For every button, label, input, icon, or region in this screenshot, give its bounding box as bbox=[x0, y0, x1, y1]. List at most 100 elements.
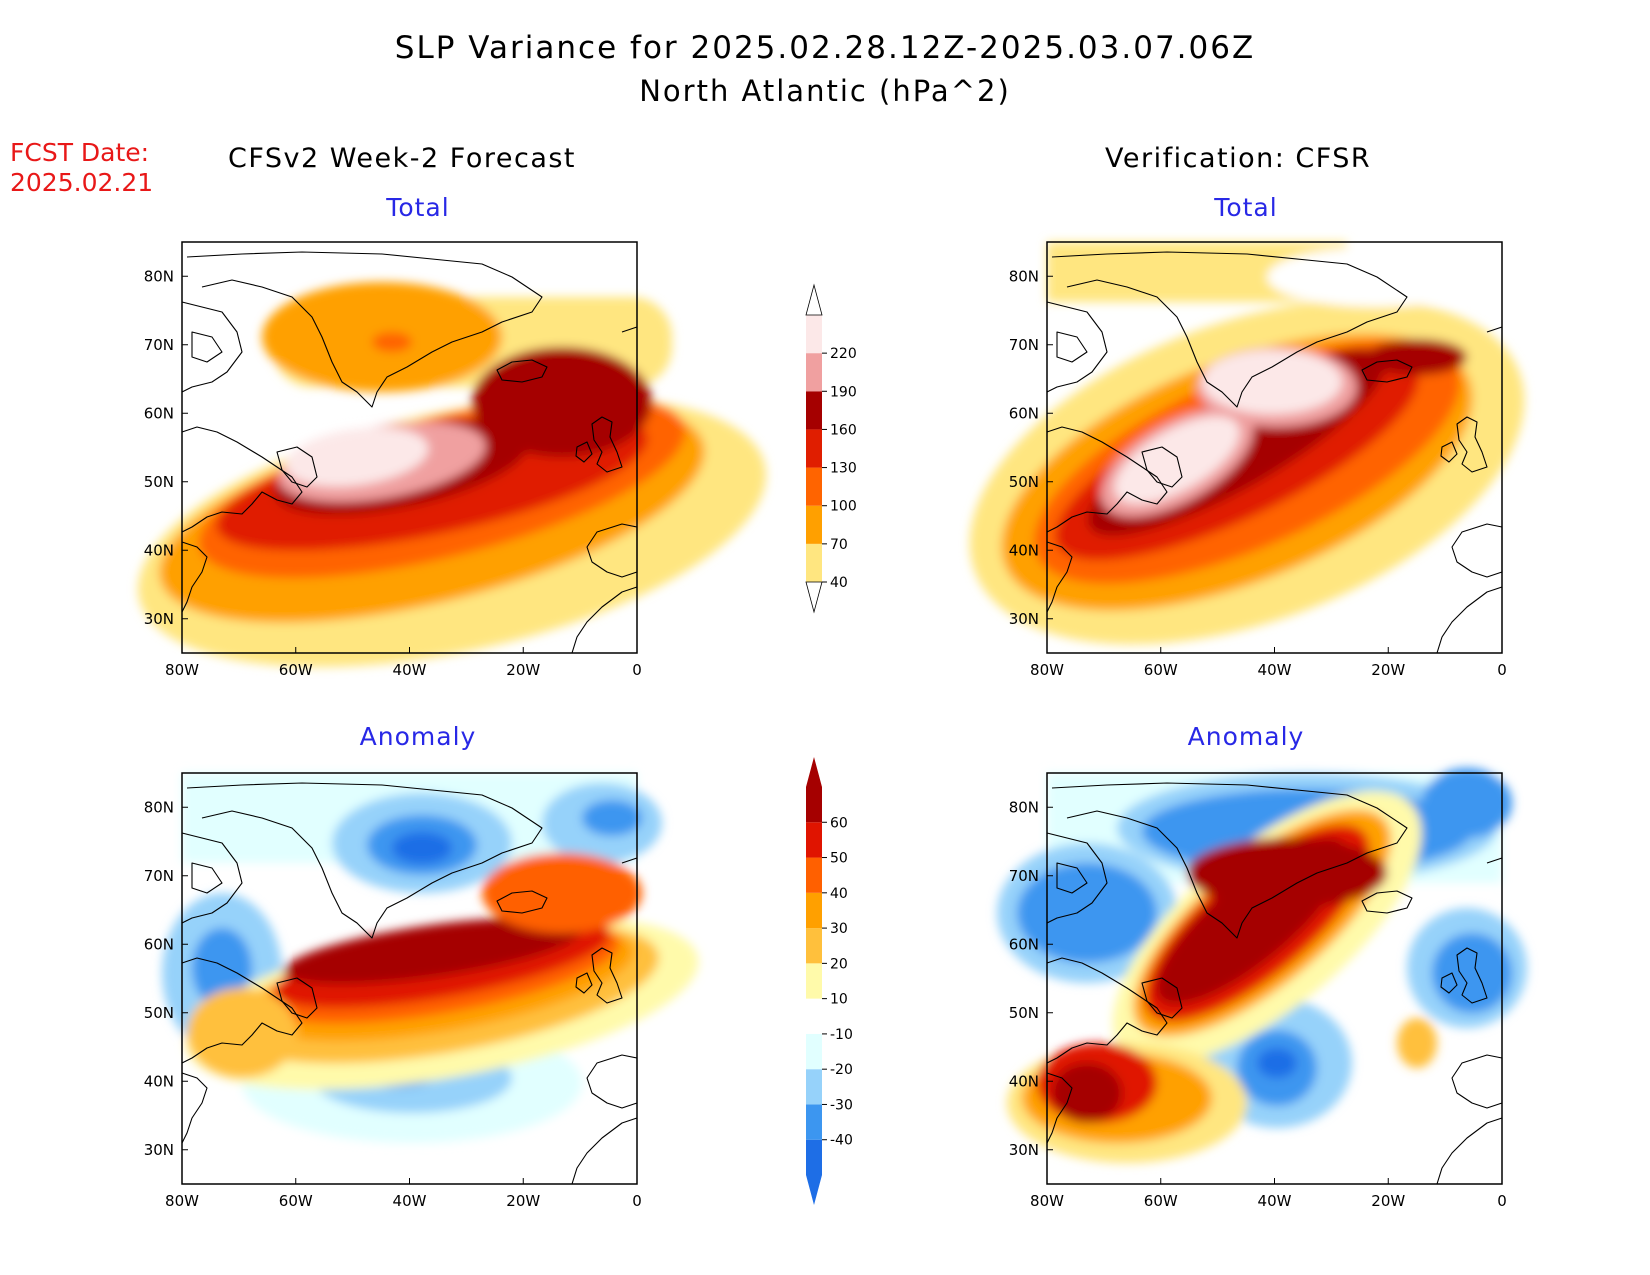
coastline bbox=[1051, 782, 1408, 939]
coastline bbox=[571, 586, 638, 654]
verif-anomaly-panel bbox=[997, 768, 1527, 1184]
colorbar-swatch bbox=[806, 1139, 822, 1175]
colorbar-swatch bbox=[806, 505, 822, 544]
colorbar-swatch bbox=[806, 467, 822, 506]
lat-tick-label: 80N bbox=[1009, 798, 1039, 816]
colorbar-label: 10 bbox=[830, 992, 848, 1008]
forecast-total-title: Total bbox=[386, 193, 450, 222]
coastline bbox=[1440, 972, 1458, 994]
colorbar-swatch bbox=[806, 315, 822, 354]
colorbar-label: 50 bbox=[830, 851, 848, 867]
coastline bbox=[496, 890, 548, 914]
lat-tick-label: 50N bbox=[144, 1004, 174, 1022]
coastline bbox=[181, 426, 303, 533]
lat-tick-label: 60N bbox=[1009, 404, 1039, 422]
coastline bbox=[1046, 301, 1108, 393]
coastline bbox=[591, 947, 623, 1004]
coastline bbox=[186, 782, 543, 939]
colorbar-label: 160 bbox=[830, 422, 857, 438]
lat-tick-label: 40N bbox=[1009, 541, 1039, 559]
lat-tick-label: 50N bbox=[1009, 1004, 1039, 1022]
forecast-anomaly-overlay: 80W 60W 40W 20W 0 80N 70N 60N 50N 40N 30N bbox=[144, 772, 642, 1210]
coastline bbox=[1046, 541, 1073, 613]
lat-tick-label: 60N bbox=[144, 935, 174, 953]
coastline bbox=[1436, 586, 1503, 654]
coastline bbox=[621, 326, 638, 333]
colorbar-high-cap bbox=[805, 283, 823, 316]
colorbar-swatch bbox=[806, 892, 822, 929]
colorbar-swatch bbox=[806, 1104, 822, 1140]
coastline bbox=[496, 359, 548, 383]
lon-tick-label: 80W bbox=[165, 1192, 199, 1210]
coastline bbox=[621, 857, 638, 864]
coastline bbox=[1046, 1072, 1073, 1144]
coastline bbox=[1056, 862, 1088, 894]
coastline bbox=[191, 331, 223, 363]
forecast-anomaly-panel bbox=[162, 773, 699, 1184]
colorbar-label: 220 bbox=[830, 346, 857, 362]
colorbar-label: 40 bbox=[830, 886, 848, 902]
colorbar-label: 100 bbox=[830, 499, 857, 515]
lat-tick-label: 60N bbox=[1009, 935, 1039, 953]
coastline bbox=[276, 446, 318, 488]
colorbar-swatch bbox=[806, 822, 822, 858]
lat-tick-label: 50N bbox=[144, 473, 174, 491]
colorbar-swatch bbox=[806, 543, 822, 582]
lat-tick-label: 40N bbox=[144, 541, 174, 559]
colorbar-label: 60 bbox=[830, 815, 848, 831]
coastline bbox=[571, 1117, 638, 1185]
lon-tick-label: 20W bbox=[1371, 1192, 1405, 1210]
colorbar-swatch bbox=[806, 1033, 822, 1070]
verif-total-title: Total bbox=[1214, 193, 1278, 222]
coastline bbox=[186, 251, 543, 408]
lat-tick-label: 70N bbox=[144, 867, 174, 885]
lon-tick-label: 40W bbox=[393, 1192, 427, 1210]
colorbar-label: -20 bbox=[830, 1062, 853, 1078]
colorbar-swatch bbox=[806, 1069, 822, 1105]
verification-column-header: Verification: CFSR bbox=[1105, 143, 1372, 174]
coastline bbox=[1046, 957, 1168, 1064]
lon-tick-label: 0 bbox=[632, 661, 642, 679]
map-overlays: 80W 60W 40W 20W 0 80N 70N 60N 50N 40N 30N 80W 60W 40W… bbox=[144, 241, 1507, 1210]
figure-title: SLP Variance for 2025.02.28.12Z-2025.03.… bbox=[394, 30, 1256, 66]
verif-total-panel bbox=[969, 242, 1525, 653]
coastline bbox=[1456, 947, 1488, 1004]
coastline bbox=[1436, 1117, 1503, 1185]
colorbar-label: 190 bbox=[830, 384, 857, 400]
lat-tick-label: 70N bbox=[1009, 336, 1039, 354]
coastline bbox=[1486, 326, 1503, 333]
lat-tick-label: 30N bbox=[144, 1141, 174, 1159]
coastline bbox=[181, 1072, 208, 1144]
forecast-column-header: CFSv2 Week-2 Forecast bbox=[228, 143, 577, 174]
forecast-anomaly-title: Anomaly bbox=[359, 722, 477, 751]
colorbar-label: -30 bbox=[830, 1097, 853, 1113]
coastline bbox=[575, 972, 593, 994]
lat-tick-label: 80N bbox=[1009, 267, 1039, 285]
colorbar-swatch bbox=[806, 963, 822, 999]
forecast-total-panel bbox=[137, 242, 767, 667]
coastline bbox=[191, 862, 223, 894]
colorbar-low-cap bbox=[806, 1175, 822, 1205]
coastline bbox=[1486, 857, 1503, 864]
coastline bbox=[1056, 331, 1088, 363]
lat-tick-label: 70N bbox=[1009, 867, 1039, 885]
coastline bbox=[586, 523, 638, 578]
colorbar-label: -10 bbox=[830, 1027, 853, 1043]
anomaly-colorbar: -40 -30 -20 -10 10 20 30 40 50 60 bbox=[806, 757, 853, 1205]
lon-tick-label: 20W bbox=[1371, 661, 1405, 679]
lat-tick-label: 40N bbox=[144, 1072, 174, 1090]
lat-tick-label: 70N bbox=[144, 336, 174, 354]
coastline bbox=[181, 301, 243, 393]
lon-tick-label: 0 bbox=[1497, 661, 1507, 679]
lon-tick-label: 0 bbox=[632, 1192, 642, 1210]
colorbar-swatch bbox=[806, 928, 822, 964]
colorbar-label: 40 bbox=[830, 575, 848, 591]
coastline bbox=[276, 977, 318, 1019]
lat-tick-label: 60N bbox=[144, 404, 174, 422]
colorbar-swatch bbox=[806, 787, 822, 823]
total-colorbar: 40 70 100 130 160 190 220 bbox=[805, 283, 857, 614]
lon-tick-label: 20W bbox=[506, 1192, 540, 1210]
lon-tick-label: 60W bbox=[1144, 1192, 1178, 1210]
coastline bbox=[1451, 523, 1503, 578]
